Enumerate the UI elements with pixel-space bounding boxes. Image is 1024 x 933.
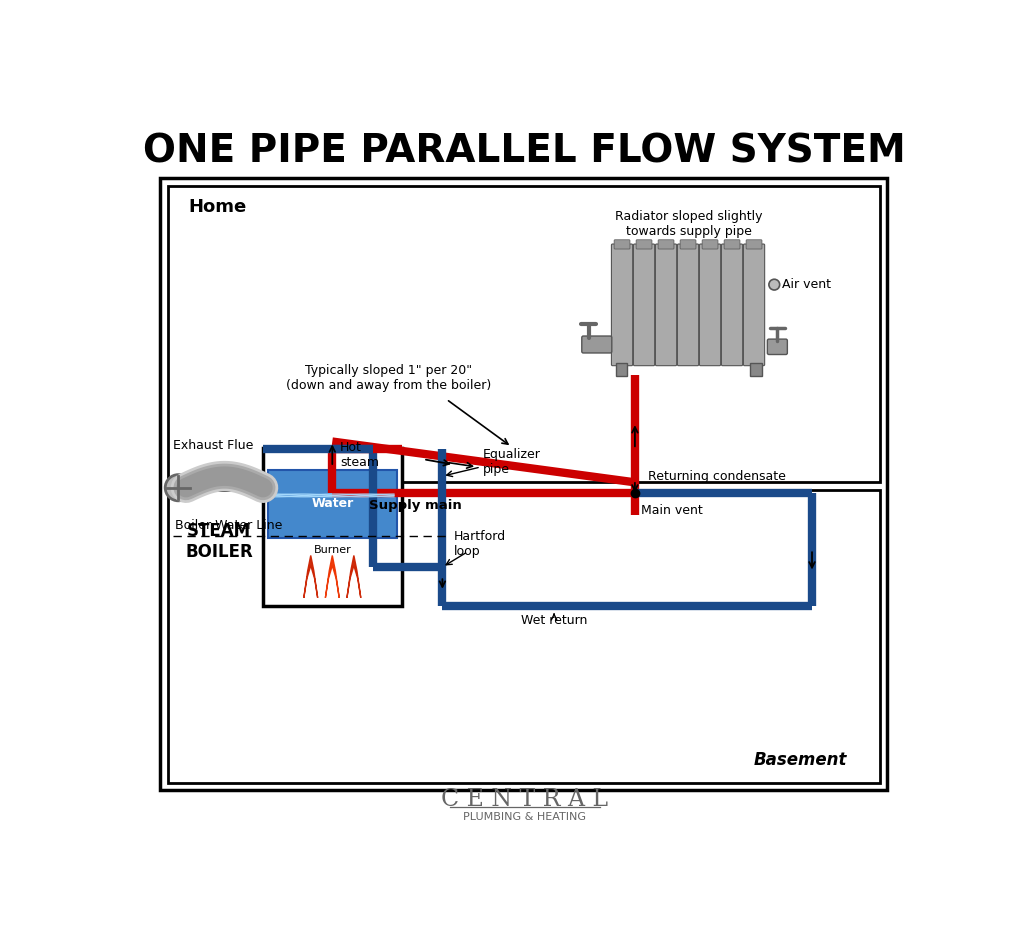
FancyBboxPatch shape: [582, 336, 611, 353]
Text: Hot
steam: Hot steam: [340, 440, 379, 468]
FancyBboxPatch shape: [263, 448, 401, 606]
Polygon shape: [304, 555, 317, 598]
FancyBboxPatch shape: [751, 363, 762, 376]
Text: Burner: Burner: [313, 545, 351, 555]
Polygon shape: [326, 555, 339, 598]
FancyBboxPatch shape: [724, 240, 740, 249]
Text: Wet return: Wet return: [521, 615, 587, 627]
Circle shape: [165, 475, 191, 501]
Text: C E N T R A L: C E N T R A L: [441, 788, 608, 811]
Circle shape: [769, 279, 779, 290]
Text: Basement: Basement: [754, 750, 847, 769]
Text: Boiler Water Line: Boiler Water Line: [175, 519, 283, 532]
FancyBboxPatch shape: [611, 244, 633, 366]
Text: Hartford
loop: Hartford loop: [454, 530, 506, 558]
Text: Exhaust Flue: Exhaust Flue: [173, 439, 253, 452]
Text: ONE PIPE PARALLEL FLOW SYSTEM: ONE PIPE PARALLEL FLOW SYSTEM: [143, 132, 906, 170]
Text: Home: Home: [188, 198, 247, 216]
FancyBboxPatch shape: [699, 244, 721, 366]
Text: Supply main: Supply main: [370, 499, 462, 512]
FancyBboxPatch shape: [743, 244, 765, 366]
FancyBboxPatch shape: [267, 470, 397, 537]
Text: PLUMBING & HEATING: PLUMBING & HEATING: [463, 813, 587, 822]
FancyBboxPatch shape: [658, 240, 674, 249]
FancyBboxPatch shape: [655, 244, 677, 366]
FancyBboxPatch shape: [722, 244, 742, 366]
Text: Main vent: Main vent: [641, 504, 702, 517]
FancyBboxPatch shape: [702, 240, 718, 249]
FancyBboxPatch shape: [680, 240, 696, 249]
FancyBboxPatch shape: [636, 240, 652, 249]
FancyBboxPatch shape: [746, 240, 762, 249]
Text: STEAM
BOILER: STEAM BOILER: [185, 522, 253, 561]
FancyBboxPatch shape: [678, 244, 698, 366]
FancyBboxPatch shape: [615, 363, 628, 376]
FancyBboxPatch shape: [614, 240, 630, 249]
Text: Water: Water: [311, 497, 353, 510]
Text: Typically sloped 1" per 20"
(down and away from the boiler): Typically sloped 1" per 20" (down and aw…: [286, 364, 492, 392]
FancyBboxPatch shape: [767, 339, 787, 355]
Text: Returning condensate: Returning condensate: [648, 469, 785, 482]
Text: Air vent: Air vent: [782, 278, 831, 291]
Text: Radiator sloped slightly
towards supply pipe: Radiator sloped slightly towards supply …: [615, 210, 763, 238]
Polygon shape: [347, 555, 360, 598]
FancyBboxPatch shape: [634, 244, 654, 366]
Text: Equalizer
pipe: Equalizer pipe: [482, 449, 541, 477]
